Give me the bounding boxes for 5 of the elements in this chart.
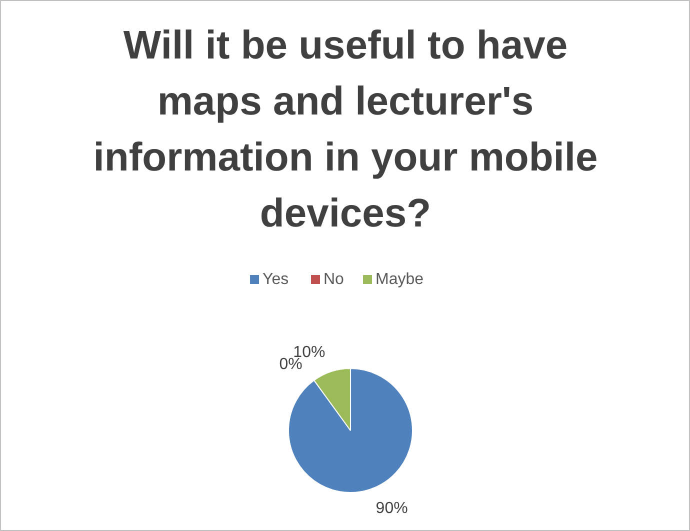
legend-label: Maybe (376, 271, 424, 288)
legend-label: Yes (262, 271, 289, 288)
chart-title: Will it be useful to have maps and lecturer's information in your mobile devices? (93, 24, 598, 236)
data-label: 90% (376, 500, 408, 517)
legend-label: No (324, 271, 344, 288)
